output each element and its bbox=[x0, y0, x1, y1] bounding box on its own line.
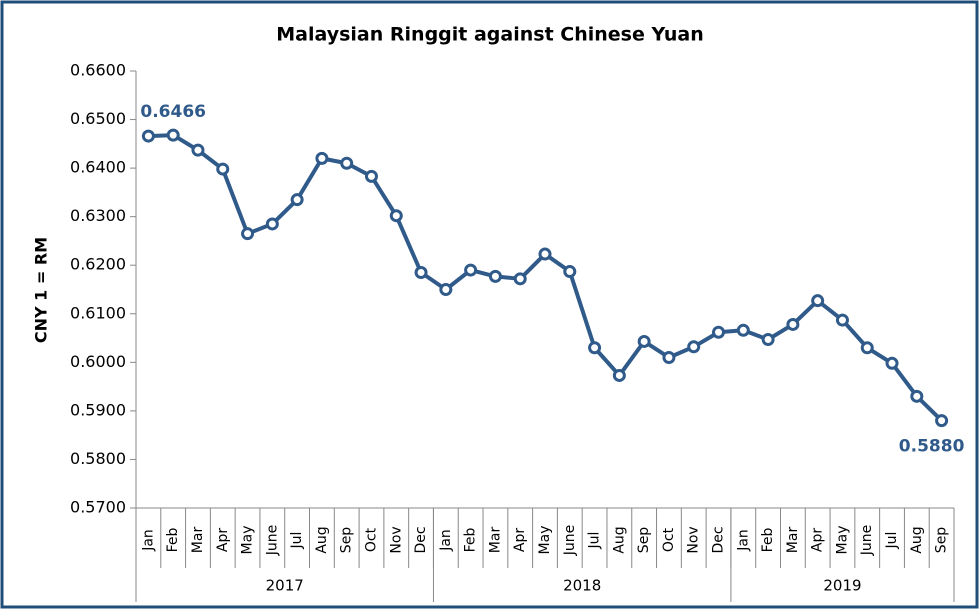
group-label: 2017 bbox=[266, 577, 304, 595]
x-tick-label: Sep bbox=[636, 527, 652, 554]
point bbox=[141, 129, 155, 143]
x-tick-label: Jul bbox=[587, 532, 603, 550]
point bbox=[389, 209, 403, 223]
point bbox=[538, 247, 552, 261]
x-tick-label: Apr bbox=[810, 528, 826, 552]
point bbox=[736, 323, 750, 337]
x-tick-label: June bbox=[264, 525, 280, 557]
group-label: 2019 bbox=[823, 577, 861, 595]
point bbox=[216, 162, 230, 176]
x-tick-label: May bbox=[240, 526, 256, 555]
chart-title: Malaysian Ringgit against Chinese Yuan bbox=[276, 24, 703, 46]
x-tick-label: Feb bbox=[165, 527, 181, 552]
group-label: 2018 bbox=[563, 577, 601, 595]
point bbox=[290, 193, 304, 207]
x-tick-label: Sep bbox=[934, 527, 950, 554]
point bbox=[191, 143, 205, 157]
point bbox=[588, 341, 602, 355]
x-tick-label: Apr bbox=[512, 528, 528, 552]
y-tick-label: 0.6400 bbox=[70, 158, 126, 177]
point bbox=[265, 217, 279, 231]
point bbox=[835, 313, 849, 327]
point bbox=[340, 156, 354, 170]
point bbox=[315, 151, 329, 165]
x-tick-label: Jul bbox=[884, 532, 900, 550]
point bbox=[935, 414, 949, 428]
x-tick-label: Jan bbox=[438, 529, 454, 552]
point bbox=[563, 265, 577, 279]
x-tick-label: Sep bbox=[339, 527, 355, 554]
data-label: 0.6466 bbox=[140, 102, 206, 122]
point bbox=[860, 341, 874, 355]
x-tick-label: June bbox=[859, 525, 875, 557]
x-tick-label: Mar bbox=[487, 527, 503, 554]
point bbox=[687, 340, 701, 354]
x-tick-label: May bbox=[537, 526, 553, 555]
point bbox=[637, 334, 651, 348]
y-tick-label: 0.6300 bbox=[70, 206, 126, 225]
point bbox=[811, 294, 825, 308]
x-tick-label: Jan bbox=[735, 529, 751, 552]
x-tick-label: Feb bbox=[463, 527, 479, 552]
x-tick-label: Nov bbox=[686, 526, 702, 553]
y-tick-label: 0.5700 bbox=[70, 498, 126, 517]
y-tick-label: 0.5800 bbox=[70, 449, 126, 468]
point bbox=[761, 333, 775, 347]
point bbox=[786, 317, 800, 331]
point bbox=[612, 368, 626, 382]
point bbox=[439, 283, 453, 296]
point bbox=[662, 350, 676, 364]
y-axis-label: CNY 1 = RM bbox=[32, 237, 51, 343]
x-tick-label: Jan bbox=[140, 529, 156, 552]
x-tick-label: Oct bbox=[661, 527, 677, 552]
x-tick-label: Oct bbox=[363, 527, 379, 552]
y-tick-label: 0.6100 bbox=[70, 303, 126, 322]
x-tick-label: Jul bbox=[289, 532, 305, 550]
x-tick-label: June bbox=[562, 525, 578, 557]
point bbox=[364, 169, 378, 183]
x-tick-label: Dec bbox=[413, 526, 429, 553]
x-tick-label: Dec bbox=[711, 526, 727, 553]
x-tick-label: Apr bbox=[215, 528, 231, 552]
x-tick-label: Nov bbox=[388, 526, 404, 553]
point bbox=[712, 325, 726, 339]
x-tick-label: Aug bbox=[314, 526, 330, 553]
y-tick-label: 0.5900 bbox=[70, 400, 126, 419]
point bbox=[488, 269, 502, 283]
y-tick-label: 0.6600 bbox=[70, 61, 126, 80]
x-tick-label: Feb bbox=[760, 527, 776, 552]
x-tick-label: Aug bbox=[909, 526, 925, 553]
x-tick-label: Aug bbox=[611, 526, 627, 553]
x-tick-label: Mar bbox=[190, 527, 206, 554]
y-tick-label: 0.6000 bbox=[70, 352, 126, 371]
y-tick-label: 0.6500 bbox=[70, 109, 126, 128]
data-label: 0.5880 bbox=[899, 437, 965, 457]
x-tick-label: May bbox=[834, 526, 850, 555]
point bbox=[241, 227, 255, 241]
y-tick-label: 0.6200 bbox=[70, 255, 126, 274]
point bbox=[464, 263, 478, 277]
point bbox=[166, 128, 180, 142]
x-tick-label: Mar bbox=[785, 527, 801, 554]
point bbox=[885, 356, 899, 370]
point bbox=[513, 272, 527, 286]
point bbox=[910, 389, 924, 403]
point bbox=[414, 266, 428, 280]
